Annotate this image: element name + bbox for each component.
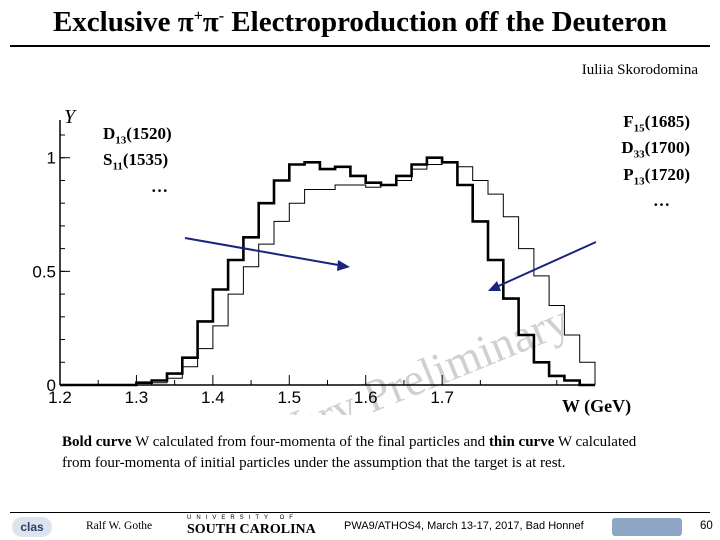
conference-logo bbox=[612, 518, 682, 536]
right-resonance-list: F15(1685) D33(1700) P13(1720) … bbox=[598, 112, 690, 211]
resonance-label: D13(1520) bbox=[103, 124, 172, 147]
y-tick-label: 0 bbox=[47, 376, 56, 395]
x-tick-label: 1.6 bbox=[354, 388, 378, 407]
y-axis-label: Y bbox=[64, 106, 77, 128]
x-tick-label: 1.3 bbox=[125, 388, 149, 407]
left-resonance-list: D13(1520) S11(1535) … bbox=[103, 124, 172, 197]
annotation-arrows bbox=[184, 237, 597, 291]
ellipsis: … bbox=[653, 191, 670, 211]
resonance-label: S11(1535) bbox=[103, 150, 169, 173]
w-distribution-chart: Very Preliminary 1.2 1.3 1.4 1.5 1.6 1.7 0 0.5 1… bbox=[32, 106, 597, 415]
author-name: Iuliia Skorodomina bbox=[581, 62, 698, 78]
slide-title: Exclusive π+π- Electroproduction off the… bbox=[52, 6, 668, 38]
y-tick-label: 1 bbox=[47, 149, 56, 168]
resonance-label: F15(1685) bbox=[623, 112, 690, 135]
x-tick-label: 1.7 bbox=[430, 388, 454, 407]
title-divider bbox=[10, 45, 710, 47]
footer-author: Ralf W. Gothe bbox=[86, 520, 153, 532]
y-tick-label: 0.5 bbox=[32, 262, 56, 281]
x-tick-label: 1.4 bbox=[201, 388, 225, 407]
figure-caption: Bold curve W calculated from four-moment… bbox=[62, 434, 637, 471]
x-axis-label: W (GeV) bbox=[562, 396, 632, 416]
slide-footer: clas Ralf W. Gothe UNIVERSITY OF SOUTH C… bbox=[0, 514, 720, 540]
chart-curves bbox=[60, 156, 596, 387]
page-number: 60 bbox=[700, 520, 713, 532]
university-logo: UNIVERSITY OF SOUTH CAROLINA bbox=[187, 515, 316, 537]
watermark-text: Very Preliminary bbox=[265, 294, 577, 415]
ellipsis: … bbox=[151, 176, 168, 196]
footer-divider bbox=[10, 512, 710, 513]
x-tick-label: 1.5 bbox=[277, 388, 301, 407]
bold-curve bbox=[60, 156, 595, 387]
conference-info: PWA9/ATHOS4, March 13-17, 2017, Bad Honn… bbox=[344, 520, 584, 532]
thin-curve bbox=[60, 161, 596, 386]
x-tick-label: 1.2 bbox=[48, 388, 72, 407]
resonance-label: P13(1720) bbox=[623, 164, 690, 188]
clas-logo: clas bbox=[12, 517, 52, 537]
resonance-label: D33(1700) bbox=[621, 138, 690, 161]
